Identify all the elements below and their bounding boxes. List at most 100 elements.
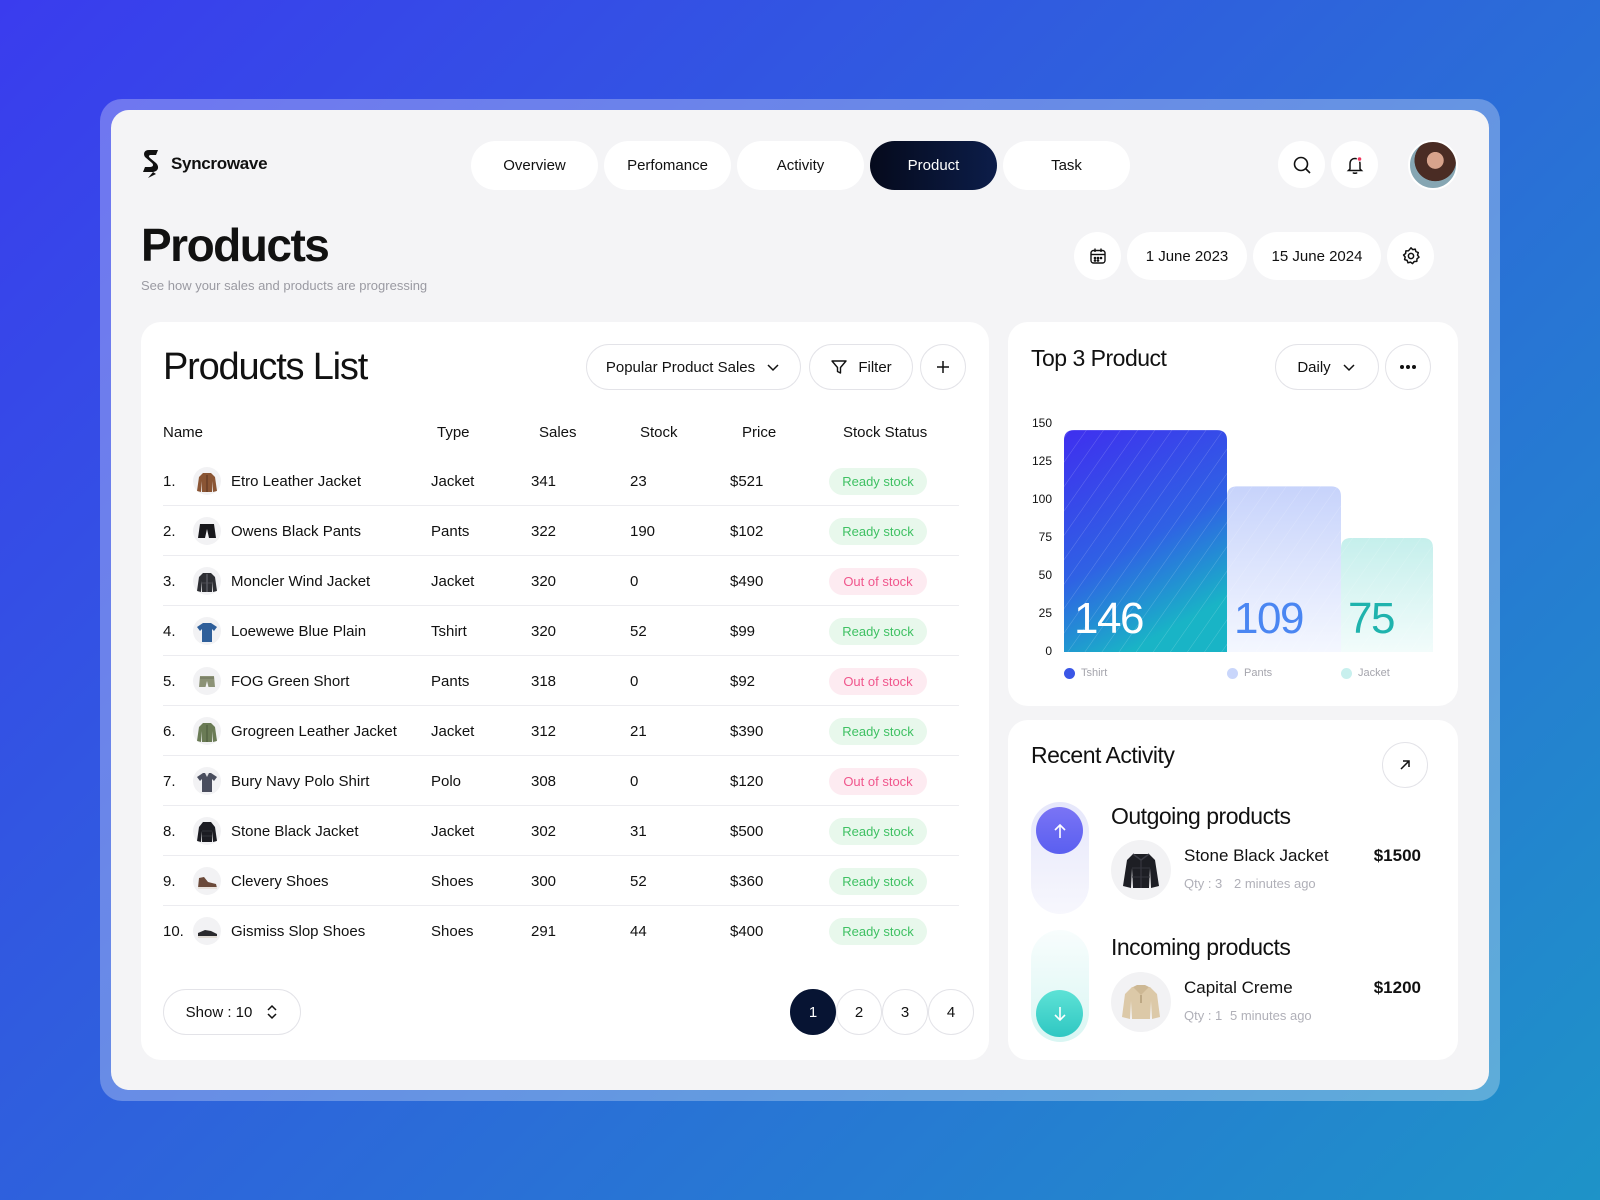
product-price: $360 (730, 872, 764, 890)
product-stock: 190 (630, 522, 656, 540)
product-name: Etro Leather Jacket (231, 472, 362, 490)
product-type: Tshirt (431, 622, 467, 640)
legend-item: Jacket (1341, 667, 1390, 679)
status-badge: Out of stock (829, 668, 927, 695)
sort-dropdown[interactable]: Popular Product Sales (586, 344, 801, 390)
column-header-name[interactable]: Name (163, 424, 204, 441)
settings-button[interactable] (1387, 232, 1434, 280)
status-badge: Ready stock (829, 818, 927, 845)
product-price: $92 (730, 672, 756, 690)
legend-item: Pants (1227, 667, 1272, 679)
logo-icon (143, 150, 159, 178)
tab-performance[interactable]: Perfomance (604, 141, 731, 190)
product-name: Stone Black Jacket (231, 822, 359, 840)
product-name: Bury Navy Polo Shirt (231, 772, 370, 790)
product-type: Shoes (431, 872, 474, 890)
fleece-jacket-icon (1122, 985, 1160, 1019)
table-row[interactable]: 7. Bury Navy Polo Shirt Polo 308 0 $120 Out of… (163, 756, 959, 806)
table-row[interactable]: 3. Moncler Wind Jacket Jacket 320 0 $490 Out o… (163, 556, 959, 606)
legend-swatch (1341, 667, 1352, 679)
product-type: Shoes (431, 922, 474, 940)
table-row[interactable]: 5. FOG Green Short Pants 318 0 $92 Out of stoc… (163, 656, 959, 706)
y-tick-label: 75 (1038, 530, 1052, 544)
logo[interactable]: Syncrowave (141, 148, 268, 180)
page-button-4[interactable]: 4 (928, 989, 974, 1035)
arrow-up-right-icon (1400, 760, 1410, 770)
table-row[interactable]: 2. Owens Black Pants Pants 322 190 $102 Ready … (163, 506, 959, 556)
filter-button[interactable]: Filter (809, 344, 913, 390)
status-badge: Out of stock (829, 768, 927, 795)
tab-activity[interactable]: Activity (737, 141, 864, 190)
product-type: Jacket (431, 722, 475, 740)
product-type: Polo (431, 772, 462, 790)
product-thumb (193, 467, 221, 495)
outgoing-product-name: Stone Black Jacket (1184, 846, 1329, 865)
avatar[interactable] (1408, 140, 1458, 190)
blue-tshirt-icon (197, 623, 217, 642)
status-badge: Ready stock (829, 718, 927, 745)
product-stock: 52 (630, 872, 647, 890)
status-badge: Ready stock (829, 868, 927, 895)
page-title: Products (141, 219, 330, 271)
row-number: 6. (163, 722, 176, 740)
table-row[interactable]: 10. Gismiss Slop Shoes Shoes 291 44 $400 Ready… (163, 906, 959, 956)
incoming-product-price: $1200 (1373, 978, 1421, 997)
tab-task[interactable]: Task (1003, 141, 1130, 190)
table-row[interactable]: 8. Stone Black Jacket Jacket 302 31 $500 Ready… (163, 806, 959, 856)
product-sales: 341 (531, 472, 557, 490)
page-subtitle: See how your sales and products are prog… (141, 278, 428, 293)
outgoing-product-price: $1500 (1373, 846, 1421, 865)
table-row[interactable]: 6. Grogreen Leather Jacket Jacket 312 21 $390… (163, 706, 959, 756)
column-header-type[interactable]: Type (437, 424, 470, 441)
product-name: Moncler Wind Jacket (231, 572, 371, 590)
product-price: $490 (730, 572, 764, 590)
chevron-down-icon (767, 364, 779, 372)
product-stock: 44 (630, 922, 647, 940)
open-activity-button[interactable] (1382, 742, 1428, 788)
column-header-price[interactable]: Price (742, 424, 777, 441)
product-price: $400 (730, 922, 764, 940)
legend-swatch (1227, 667, 1238, 679)
column-header-stock-status[interactable]: Stock Status (843, 424, 928, 441)
chevron-down-icon (1343, 364, 1355, 372)
search-button[interactable] (1278, 141, 1325, 188)
product-thumb (193, 867, 221, 895)
calendar-icon (1089, 248, 1106, 264)
product-thumb (193, 817, 221, 845)
row-number: 7. (163, 772, 176, 790)
product-stock: 52 (630, 622, 647, 640)
outgoing-indicator (1036, 807, 1083, 854)
product-thumb (193, 667, 221, 695)
shoe-icon (198, 877, 217, 889)
bar-hatch (1064, 430, 1227, 652)
tab-product[interactable]: Product (870, 141, 997, 190)
more-options-button[interactable] (1385, 344, 1431, 390)
table-row[interactable]: 1. Etro Leather Jacket Jacket 341 23 $521 Read… (163, 456, 959, 506)
status-badge: Ready stock (829, 618, 927, 645)
legend-label: Pants (1244, 667, 1273, 679)
arrow-down-icon (1053, 1006, 1066, 1021)
tab-overview[interactable]: Overview (471, 141, 598, 190)
end-date[interactable]: 15 June 2024 (1253, 232, 1381, 280)
y-tick-label: 50 (1038, 568, 1052, 582)
page-button-1[interactable]: 1 (790, 989, 836, 1035)
rows-per-page-select[interactable]: Show : 10 (163, 989, 301, 1035)
page-button-3[interactable]: 3 (882, 989, 928, 1035)
calendar-button[interactable] (1074, 232, 1121, 280)
column-header-stock[interactable]: Stock (640, 424, 678, 441)
outgoing-product-time: 2 minutes ago (1234, 876, 1316, 891)
start-date[interactable]: 1 June 2023 (1127, 232, 1247, 280)
wind-jacket-icon (197, 573, 217, 592)
add-product-button[interactable] (920, 344, 966, 390)
column-header-sales[interactable]: Sales (539, 424, 577, 441)
product-price: $102 (730, 522, 764, 540)
gear-icon (1402, 247, 1420, 265)
table-row[interactable]: 9. Clevery Shoes Shoes 300 52 $360 Ready stock (163, 856, 959, 906)
notification-button[interactable] (1331, 141, 1378, 188)
page-button-2[interactable]: 2 (836, 989, 882, 1035)
leather-jacket-icon (197, 473, 217, 492)
period-dropdown[interactable]: Daily (1275, 344, 1379, 390)
table-row[interactable]: 4. Loewewe Blue Plain Tshirt 320 52 $99 Ready … (163, 606, 959, 656)
row-number: 9. (163, 872, 176, 890)
product-type: Jacket (431, 472, 475, 490)
